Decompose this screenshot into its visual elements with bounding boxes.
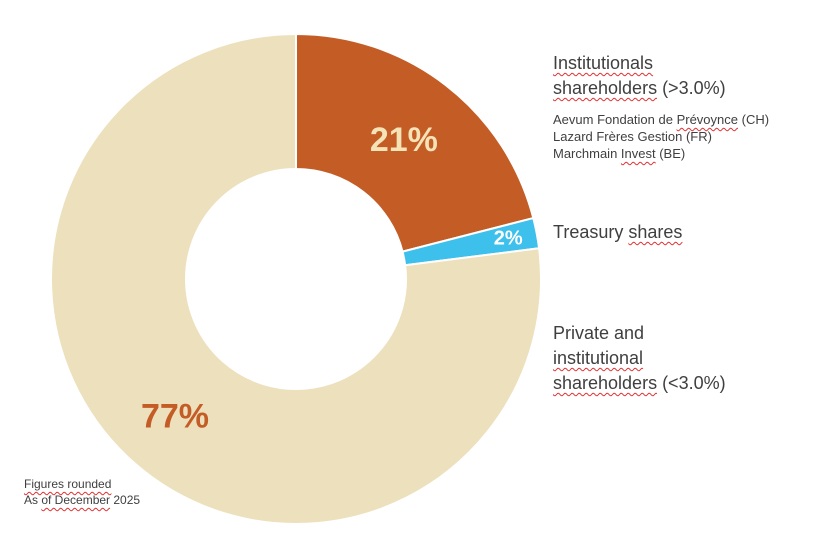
legend-private: Private and institutional shareholders (… (553, 321, 803, 396)
legend-institutional: Institutionals shareholders (>3.0%) Aevu… (553, 51, 803, 162)
holder-item: Aevum Fondation de Prévoynce (CH) (553, 112, 770, 127)
donut-label-3: 77% (141, 397, 209, 435)
holder-item: Lazard Frères Gestion (FR) (553, 129, 712, 144)
donut-label-1: 21% (370, 121, 438, 159)
donut-slices (50, 32, 542, 525)
footnote-line-1: Figures rounded (24, 477, 112, 491)
donut-labels: 21% 2% 77% (141, 121, 523, 435)
legend-treasury: Treasury shares (553, 220, 803, 245)
legend-institutional-title: Institutionals shareholders (>3.0%) (553, 53, 726, 98)
legend-treasury-title: Treasury shares (553, 222, 683, 242)
institutional-holders-list: Aevum Fondation de Prévoynce (CH) Lazard… (553, 111, 803, 162)
legend-private-title: Private and institutional shareholders (… (553, 323, 726, 393)
footnote: Figures rounded As of December 2025 (24, 476, 140, 508)
footnote-line-2: As of December 2025 (24, 493, 141, 507)
donut-slice-3 (50, 32, 542, 525)
holder-item: Marchmain Invest (BE) (553, 146, 686, 161)
donut-slice-1 (295, 32, 535, 253)
donut-label-2: 2% (494, 228, 523, 250)
